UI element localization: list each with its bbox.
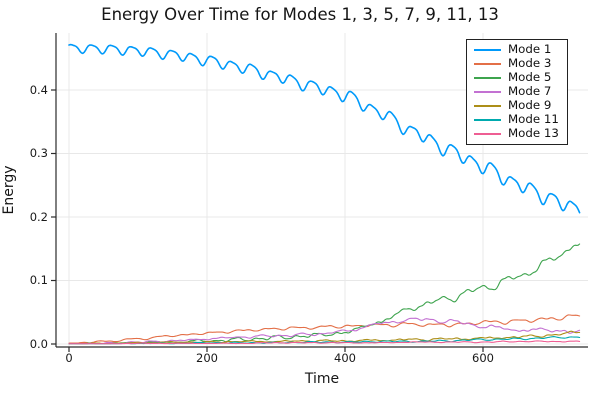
legend-entry-mode-3: Mode 3	[474, 57, 559, 71]
legend-entry-mode-1: Mode 1	[474, 43, 559, 57]
legend-label: Mode 13	[508, 126, 559, 141]
legend-entry-mode-11: Mode 11	[474, 113, 559, 127]
legend-line-swatch	[474, 63, 501, 65]
legend-line-swatch	[474, 91, 501, 93]
y-axis-label: Energy	[1, 165, 17, 215]
x-tick-label-600: 600	[472, 351, 494, 365]
x-tick-label-200: 200	[196, 351, 218, 365]
series-line-mode-9	[68, 330, 581, 345]
x-axis-label: Time	[304, 371, 340, 387]
legend-label: Mode 1	[508, 42, 552, 57]
series-line-mode-3	[68, 314, 581, 344]
y-tick-label-0.3: 0.3	[29, 146, 48, 160]
series-line-mode-13	[68, 340, 581, 345]
chart-title: Energy Over Time for Modes 1, 3, 5, 7, 9…	[101, 5, 499, 24]
y-tick-label-0.1: 0.1	[29, 273, 48, 287]
legend-line-swatch	[474, 77, 501, 79]
legend-label: Mode 11	[508, 112, 559, 127]
y-tick-label-0.0: 0.0	[29, 336, 48, 351]
legend-entry-mode-5: Mode 5	[474, 71, 559, 85]
x-tick-label-400: 400	[334, 351, 356, 365]
legend-line-swatch	[474, 133, 501, 135]
legend-entry-mode-13: Mode 13	[474, 127, 559, 141]
legend-line-swatch	[474, 49, 501, 51]
legend-line-swatch	[474, 105, 501, 107]
x-tick-label-0: 0	[65, 351, 73, 365]
legend: Mode 1 Mode 3 Mode 5 Mode 7 Mode 9 Mode 11 Mod…	[466, 39, 568, 145]
legend-entry-mode-7: Mode 7	[474, 85, 559, 99]
series-line-mode-7	[68, 317, 581, 345]
series-line-mode-5	[68, 243, 581, 345]
series-line-mode-1	[68, 43, 581, 214]
legend-label: Mode 7	[508, 84, 552, 99]
y-tick-label-0.2: 0.2	[29, 209, 48, 224]
legend-label: Mode 5	[508, 70, 552, 85]
legend-label: Mode 9	[508, 98, 552, 113]
legend-line-swatch	[474, 119, 501, 121]
y-tick-label-0.4: 0.4	[29, 82, 48, 97]
legend-entry-mode-9: Mode 9	[474, 99, 559, 113]
legend-label: Mode 3	[508, 56, 552, 71]
